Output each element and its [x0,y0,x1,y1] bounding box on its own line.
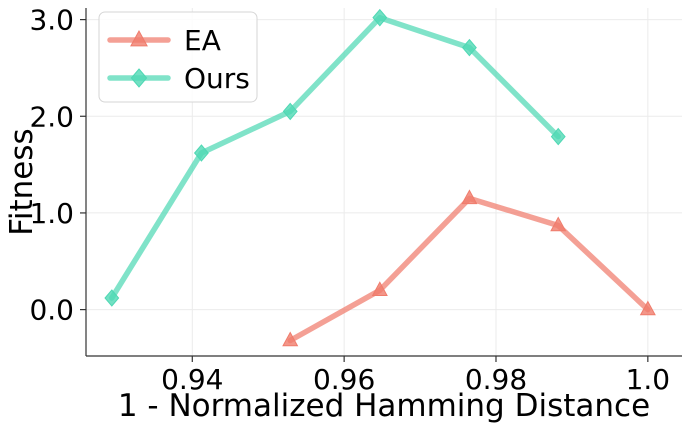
series-ours-point [193,144,209,162]
y-tick-label: 3.0 [29,4,74,37]
y-axis-label: Fitness [4,128,40,235]
series-ea-point [461,189,478,205]
grid [86,8,682,356]
y-tick-label: 2.0 [29,100,74,133]
y-tick-label: 0.0 [29,294,74,327]
series-ea-point [371,281,388,296]
series-ours-point [372,8,388,27]
legend-swatch-marker [130,68,148,88]
series-ours-point [550,127,566,146]
y-ticks: 0.0 1.0 2.0 3.0 [29,4,86,327]
series-group [104,8,656,347]
x-ticks: 0.94 0.96 0.98 1.0 [161,356,670,396]
series-ours-point [104,289,120,307]
series-ea-point [550,216,567,232]
legend-label-ea: EA [184,24,221,57]
series-ea [282,189,656,347]
x-tick-label: 1.0 [626,363,671,396]
legend-label-ours: Ours [184,62,250,95]
series-ours [104,8,566,307]
y-tick-label: 1.0 [29,197,74,230]
axes [85,8,682,357]
legend-entry-ea: EA [107,24,221,57]
series-ea-point [639,300,656,316]
x-tick-label: 0.98 [465,363,527,396]
series-ours-point [282,102,298,121]
legend-entry-ours: Ours [107,62,250,95]
legend: EA Ours [98,11,258,103]
series-ours-point [461,38,477,57]
series-ea-point [282,331,299,347]
series-ours-line [109,14,561,301]
legend-swatch-marker [130,29,148,47]
x-axis-label: 1 - Normalized Hamming Distance [118,388,650,424]
x-tick-label: 0.94 [161,363,223,396]
x-tick-label: 0.96 [313,363,375,396]
